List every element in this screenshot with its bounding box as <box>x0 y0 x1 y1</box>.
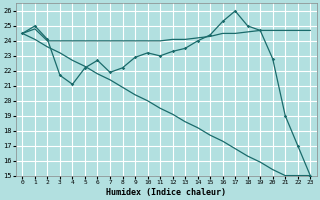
X-axis label: Humidex (Indice chaleur): Humidex (Indice chaleur) <box>106 188 226 197</box>
